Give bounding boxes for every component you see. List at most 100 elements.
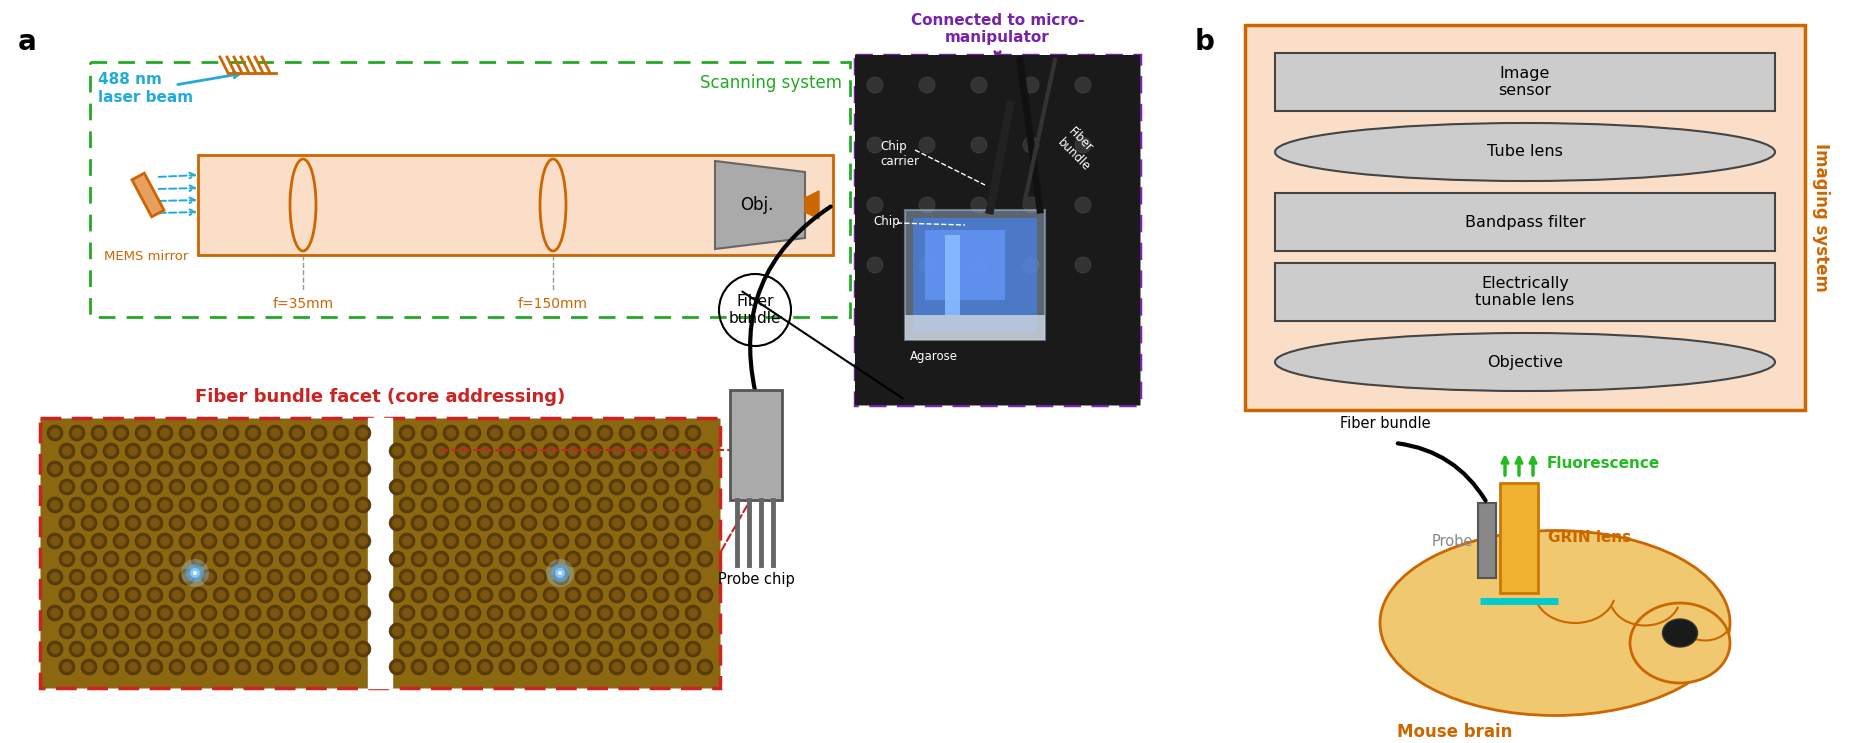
Circle shape (201, 641, 218, 657)
Circle shape (192, 587, 206, 603)
Circle shape (567, 590, 578, 600)
Circle shape (631, 443, 647, 459)
Circle shape (169, 587, 184, 603)
Circle shape (106, 554, 115, 564)
Circle shape (46, 497, 63, 513)
Circle shape (556, 428, 565, 438)
Circle shape (102, 515, 119, 531)
Circle shape (136, 533, 151, 549)
Circle shape (402, 428, 413, 438)
Circle shape (469, 608, 478, 618)
Circle shape (91, 461, 108, 477)
Circle shape (160, 464, 169, 474)
Circle shape (270, 536, 281, 546)
Text: f=150mm: f=150mm (517, 297, 588, 311)
Circle shape (192, 515, 206, 531)
Circle shape (971, 257, 988, 273)
Circle shape (357, 464, 368, 474)
Circle shape (234, 659, 251, 675)
Circle shape (357, 572, 368, 582)
Circle shape (115, 500, 126, 510)
Circle shape (193, 554, 205, 564)
Circle shape (357, 500, 368, 510)
Circle shape (46, 641, 63, 657)
Circle shape (675, 479, 692, 495)
Circle shape (465, 641, 482, 657)
Circle shape (91, 641, 108, 657)
Circle shape (476, 587, 493, 603)
Circle shape (597, 497, 614, 513)
Circle shape (578, 536, 588, 546)
Circle shape (502, 518, 512, 528)
Circle shape (238, 662, 247, 672)
Circle shape (311, 605, 327, 621)
Circle shape (125, 515, 141, 531)
Circle shape (113, 461, 128, 477)
Circle shape (575, 641, 591, 657)
Circle shape (608, 443, 625, 459)
Circle shape (480, 590, 489, 600)
Circle shape (521, 551, 538, 567)
Text: Fiber bundle: Fiber bundle (1339, 416, 1430, 431)
Circle shape (621, 572, 632, 582)
Circle shape (216, 482, 227, 492)
Circle shape (84, 518, 95, 528)
Circle shape (552, 461, 569, 477)
Circle shape (919, 77, 936, 93)
Circle shape (684, 461, 701, 477)
Circle shape (688, 644, 698, 654)
Circle shape (1075, 137, 1092, 153)
Circle shape (160, 572, 169, 582)
Circle shape (182, 536, 192, 546)
Circle shape (642, 425, 657, 441)
Circle shape (433, 659, 448, 675)
Circle shape (565, 515, 580, 531)
Circle shape (136, 461, 151, 477)
Circle shape (465, 497, 482, 513)
Circle shape (182, 572, 192, 582)
Circle shape (84, 626, 95, 636)
Circle shape (257, 623, 273, 639)
Circle shape (113, 533, 128, 549)
Circle shape (128, 518, 138, 528)
Circle shape (699, 446, 711, 456)
Circle shape (487, 605, 502, 621)
Circle shape (458, 446, 469, 456)
Circle shape (238, 590, 247, 600)
Circle shape (679, 446, 688, 456)
Circle shape (73, 536, 82, 546)
Circle shape (867, 137, 883, 153)
Circle shape (392, 446, 402, 456)
Circle shape (415, 482, 424, 492)
Circle shape (247, 608, 259, 618)
Bar (924, 230, 1004, 300)
Circle shape (443, 497, 459, 513)
Circle shape (512, 464, 523, 474)
Circle shape (95, 464, 104, 474)
Circle shape (642, 641, 657, 657)
Circle shape (73, 572, 82, 582)
Circle shape (279, 659, 296, 675)
Circle shape (662, 533, 679, 549)
Circle shape (446, 608, 456, 618)
Circle shape (156, 641, 173, 657)
Circle shape (469, 464, 478, 474)
Circle shape (684, 605, 701, 621)
Text: Fiber bundle facet (core addressing): Fiber bundle facet (core addressing) (195, 388, 565, 406)
Circle shape (662, 641, 679, 657)
Circle shape (699, 590, 711, 600)
Circle shape (389, 623, 405, 639)
Circle shape (182, 500, 192, 510)
Circle shape (608, 479, 625, 495)
Circle shape (91, 497, 108, 513)
Circle shape (666, 572, 675, 582)
Circle shape (400, 461, 415, 477)
Circle shape (458, 662, 469, 672)
Circle shape (128, 482, 138, 492)
Circle shape (867, 257, 883, 273)
Circle shape (698, 551, 712, 567)
Circle shape (521, 659, 538, 675)
Circle shape (684, 641, 701, 657)
Circle shape (480, 446, 489, 456)
Circle shape (314, 500, 324, 510)
